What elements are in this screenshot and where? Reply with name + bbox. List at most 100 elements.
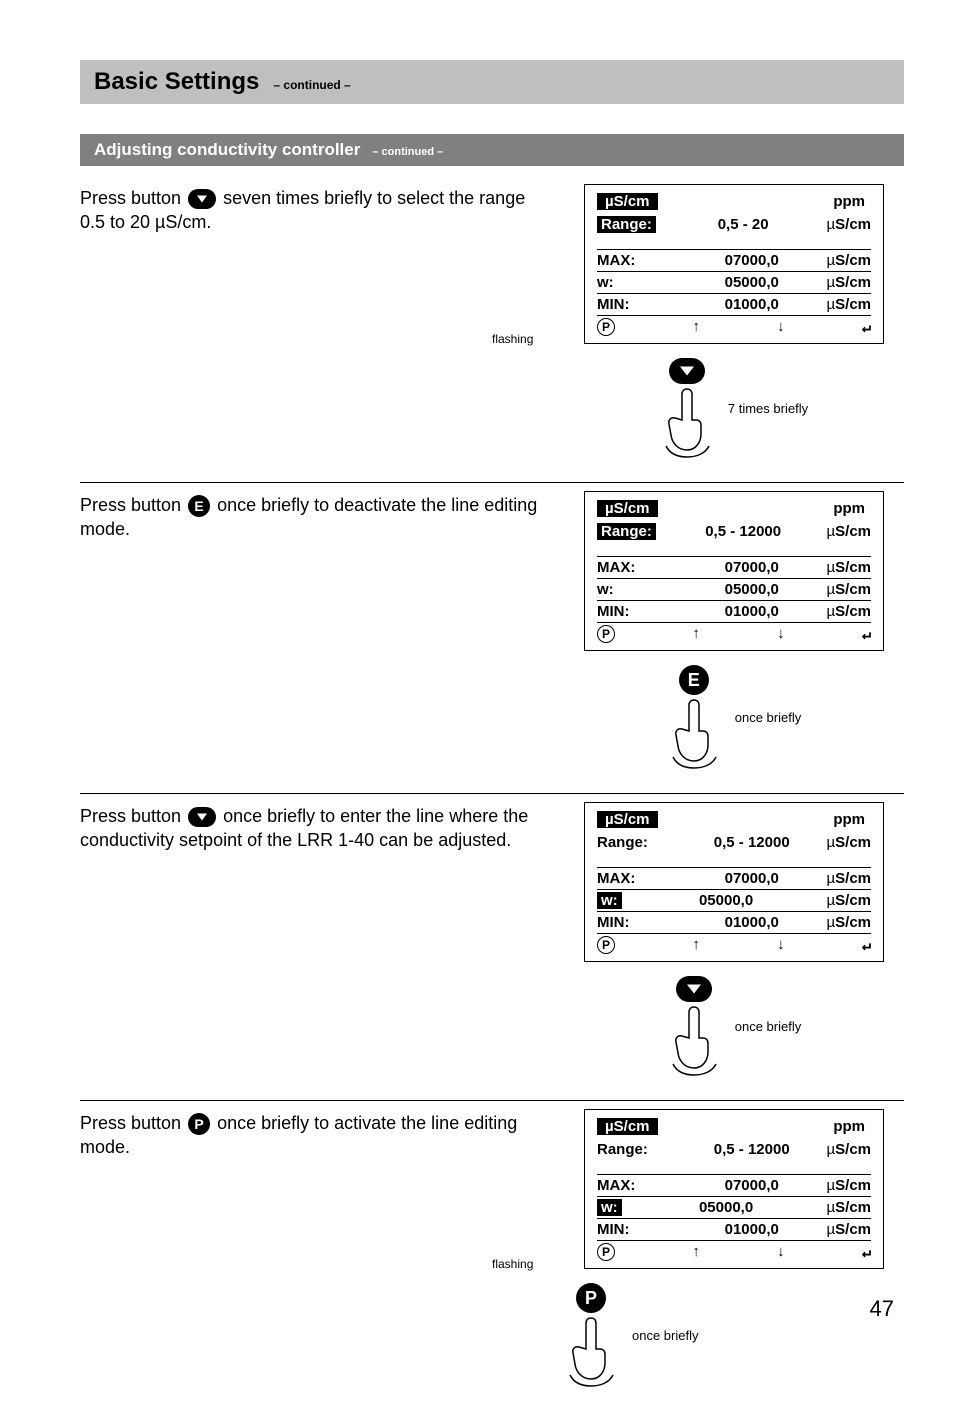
- lcd-max-value: 07000,0: [677, 870, 826, 887]
- lcd-range-label: Range:: [597, 1141, 677, 1158]
- press-note: 7 times briefly: [728, 401, 808, 416]
- lcd-max-value: 07000,0: [677, 1177, 826, 1194]
- inline-down-icon: [188, 189, 216, 209]
- lcd-header-ppm: ppm: [833, 811, 871, 828]
- lcd-min-label: MIN:: [597, 296, 677, 313]
- hand-action: 7 times briefly: [660, 358, 808, 458]
- step-illustration: µS/cm ppm Range: 0,5 - 12000 µS/cm MAX: …: [564, 802, 904, 1076]
- page-number: 47: [870, 1296, 894, 1322]
- sub-continued: – continued –: [372, 146, 443, 158]
- lcd-min-label: MIN:: [597, 603, 677, 620]
- press-note: once briefly: [735, 1019, 801, 1034]
- lcd-footer-down-icon: ↓: [777, 1243, 785, 1262]
- lcd-panel: µS/cm ppm Range: 0,5 - 12000 µS/cm MAX: …: [584, 802, 884, 962]
- lcd-footer-enter-icon: ↵: [862, 1243, 871, 1262]
- inline-p-icon: P: [188, 1113, 210, 1135]
- lcd-min-value: 01000,0: [677, 296, 826, 313]
- lcd-footer-up-icon: ↑: [692, 1243, 700, 1262]
- step-text: Press button P once briefly to activate …: [80, 1109, 544, 1160]
- hand-press-icon: [660, 388, 714, 458]
- lcd-max-label: MAX:: [597, 252, 677, 269]
- lcd-header-ppm: ppm: [833, 1118, 871, 1135]
- lcd-footer-up-icon: ↑: [692, 936, 700, 955]
- lcd-footer-down-icon: ↓: [777, 318, 785, 337]
- main-continued: – continued –: [273, 78, 350, 92]
- lcd-panel: µS/cm ppm Range: 0,5 - 20 µS/cm MAX: 070…: [584, 184, 884, 344]
- instruction-step: Press button E once briefly to deactivat…: [80, 483, 904, 794]
- lcd-w-value: 05000,0: [626, 1199, 827, 1216]
- hand-press-icon: [667, 699, 721, 769]
- lcd-panel: µS/cm ppm Range: 0,5 - 12000 µS/cm MAX: …: [584, 491, 884, 651]
- lcd-w-value: 05000,0: [677, 274, 826, 291]
- lcd-header-ppm: ppm: [833, 500, 871, 517]
- step-illustration: flashing µS/cm ppm Range: 0,5 - 20 µS/cm…: [564, 184, 904, 458]
- sub-title: Adjusting conductivity controller: [94, 140, 360, 160]
- press-note: once briefly: [632, 1328, 698, 1343]
- lcd-footer-up-icon: ↑: [692, 625, 700, 644]
- lcd-footer-down-icon: ↓: [777, 936, 785, 955]
- lcd-footer-up-icon: ↑: [692, 318, 700, 337]
- lcd-header-ppm: ppm: [833, 193, 871, 210]
- down-button-icon: [676, 976, 712, 1002]
- flashing-label: flashing: [492, 1257, 533, 1271]
- lcd-header-unit: µS/cm: [597, 193, 658, 210]
- lcd-w-label: w:: [597, 581, 677, 598]
- lcd-max-value: 07000,0: [677, 252, 826, 269]
- p-button-icon: P: [576, 1283, 606, 1313]
- lcd-w-value: 05000,0: [626, 892, 827, 909]
- lcd-max-label: MAX:: [597, 559, 677, 576]
- lcd-range-label: Range:: [597, 523, 656, 540]
- instruction-step: Press button P once briefly to activate …: [80, 1101, 904, 1407]
- instruction-step: Press button once briefly to enter the l…: [80, 794, 904, 1101]
- down-button-icon: [669, 358, 705, 384]
- lcd-max-label: MAX:: [597, 870, 677, 887]
- lcd-panel: µS/cm ppm Range: 0,5 - 12000 µS/cm MAX: …: [584, 1109, 884, 1269]
- inline-e-icon: E: [188, 495, 210, 517]
- hand-action: Ponce briefly: [564, 1283, 698, 1387]
- lcd-min-value: 01000,0: [677, 914, 826, 931]
- hand-action: once briefly: [667, 976, 801, 1076]
- main-title-bar: Basic Settings – continued –: [80, 60, 904, 104]
- lcd-min-value: 01000,0: [677, 603, 826, 620]
- lcd-footer-p-icon: P: [597, 1243, 615, 1261]
- lcd-max-label: MAX:: [597, 1177, 677, 1194]
- e-button-icon: E: [679, 665, 709, 695]
- step-text: Press button E once briefly to deactivat…: [80, 491, 544, 542]
- lcd-min-value: 01000,0: [677, 1221, 826, 1238]
- hand-press-icon: [564, 1317, 618, 1387]
- lcd-header-unit: µS/cm: [597, 1118, 658, 1135]
- lcd-w-value: 05000,0: [677, 581, 826, 598]
- lcd-footer-down-icon: ↓: [777, 625, 785, 644]
- lcd-footer-enter-icon: ↵: [862, 318, 871, 337]
- lcd-min-label: MIN:: [597, 1221, 677, 1238]
- lcd-range-value: 0,5 - 12000: [677, 1141, 826, 1158]
- lcd-range-value: 0,5 - 20: [660, 216, 827, 233]
- main-title: Basic Settings: [94, 68, 259, 96]
- lcd-range-value: 0,5 - 12000: [677, 834, 826, 851]
- lcd-w-label: w:: [597, 274, 677, 291]
- lcd-min-label: MIN:: [597, 914, 677, 931]
- sub-title-bar: Adjusting conductivity controller – cont…: [80, 134, 904, 166]
- hand-press-icon: [667, 1006, 721, 1076]
- lcd-range-value: 0,5 - 12000: [660, 523, 827, 540]
- step-text: Press button once briefly to enter the l…: [80, 802, 544, 853]
- lcd-header-unit: µS/cm: [597, 500, 658, 517]
- lcd-footer-enter-icon: ↵: [862, 625, 871, 644]
- lcd-footer-p-icon: P: [597, 625, 615, 643]
- inline-down-icon: [188, 807, 216, 827]
- lcd-range-label: Range:: [597, 216, 656, 233]
- lcd-footer-enter-icon: ↵: [862, 936, 871, 955]
- step-illustration: µS/cm ppm Range: 0,5 - 12000 µS/cm MAX: …: [564, 491, 904, 769]
- step-text: Press button seven times briefly to sele…: [80, 184, 544, 235]
- lcd-header-unit: µS/cm: [597, 811, 658, 828]
- step-illustration: flashing µS/cm ppm Range: 0,5 - 12000 µS…: [564, 1109, 904, 1387]
- lcd-range-label: Range:: [597, 834, 677, 851]
- hand-action: Eonce briefly: [667, 665, 801, 769]
- lcd-max-value: 07000,0: [677, 559, 826, 576]
- flashing-label: flashing: [492, 332, 533, 346]
- lcd-w-label: w:: [597, 1199, 622, 1216]
- press-note: once briefly: [735, 710, 801, 725]
- lcd-footer-p-icon: P: [597, 936, 615, 954]
- instruction-step: Press button seven times briefly to sele…: [80, 176, 904, 483]
- lcd-footer-p-icon: P: [597, 318, 615, 336]
